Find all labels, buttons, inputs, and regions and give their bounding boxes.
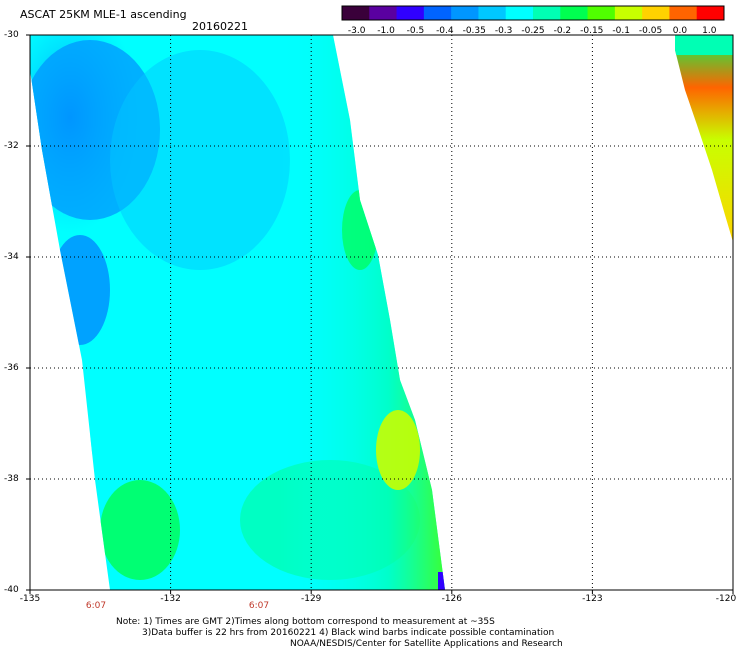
colorbar-swatch xyxy=(423,6,452,20)
latitude-label: -40 xyxy=(4,585,19,595)
footer-note-2: 3)Data buffer is 22 hrs from 20160221 4)… xyxy=(142,628,555,638)
colorbar-swatch xyxy=(505,6,534,20)
longitude-label: -129 xyxy=(300,594,322,604)
colorbar-swatch xyxy=(614,6,643,20)
latitude-label: -30 xyxy=(4,30,19,40)
colorbar-tick-label: 1.0 xyxy=(702,26,717,36)
colorbar-tick-label: -0.05 xyxy=(638,26,663,36)
swath-data xyxy=(30,35,445,590)
colorbar-tick-label: -0.2 xyxy=(553,26,572,36)
colorbar-tick-label: -0.1 xyxy=(612,26,630,36)
colorbar-tick-label: 0.0 xyxy=(672,26,688,36)
colorbar xyxy=(341,5,725,21)
colorbar-swatch xyxy=(642,6,670,20)
longitude-label: -120 xyxy=(715,594,737,604)
latitude-label: -34 xyxy=(4,252,19,262)
colorbar-tick-label: -0.3 xyxy=(494,26,513,36)
longitude-label: -126 xyxy=(441,594,463,604)
map-date: 20160221 xyxy=(192,20,248,33)
longitude-label: -123 xyxy=(582,594,603,604)
colorbar-swatch xyxy=(396,6,425,20)
colorbar-swatch xyxy=(342,6,370,20)
longitude-label: -132 xyxy=(160,594,181,604)
colorbar-swatch xyxy=(696,6,725,20)
colorbar-swatch xyxy=(451,6,479,20)
colorbar-tick-label: -1.0 xyxy=(377,26,395,36)
colorbar-tick-label: -0.4 xyxy=(436,26,454,36)
latitude-label: -36 xyxy=(4,363,19,373)
latitude-label: -32 xyxy=(4,141,19,151)
colorbar-swatch xyxy=(369,6,398,20)
colorbar-tick-label: -3.0 xyxy=(347,26,366,36)
colorbar-tick-label: -0.15 xyxy=(580,26,604,36)
colorbar-tick-label: -0.5 xyxy=(406,26,425,36)
colorbar-tick-label: -0.35 xyxy=(462,26,486,36)
time-label: 6:07 xyxy=(248,601,270,611)
axis-ticks xyxy=(26,34,734,594)
latitude-label: -38 xyxy=(4,474,19,484)
footer-credit: NOAA/NESDIS/Center for Satellite Applica… xyxy=(290,639,563,649)
colorbar-tick-label: -0.25 xyxy=(521,26,545,36)
colorbar-frame xyxy=(341,5,725,21)
time-label: 6:07 xyxy=(85,601,107,611)
plot-frame xyxy=(29,34,734,591)
map-title: ASCAT 25KM MLE-1 ascending xyxy=(20,8,187,21)
colorbar-swatch xyxy=(587,6,616,20)
swath-data-right xyxy=(675,35,733,242)
longitude-label: -135 xyxy=(19,594,41,604)
colorbar-swatch xyxy=(669,6,698,20)
colorbar-swatch xyxy=(560,6,589,20)
footer-note-1: Note: 1) Times are GMT 2)Times along bot… xyxy=(116,617,495,627)
colorbar-swatch xyxy=(533,6,561,20)
colorbar-swatch xyxy=(478,6,507,20)
graticule xyxy=(30,35,733,590)
